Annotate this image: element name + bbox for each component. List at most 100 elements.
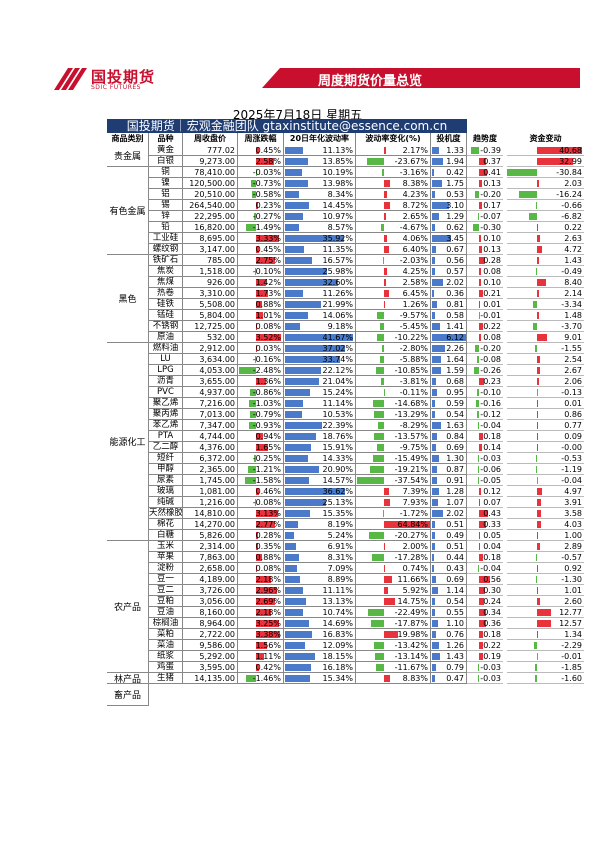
header-category: 商品类别: [107, 133, 149, 145]
vol-change-value: 0.74%: [402, 564, 428, 573]
vol-change-cell: -3.16%: [356, 167, 431, 178]
volatility-bar: [285, 411, 303, 418]
table-row: 黄金 777.02 0.45% 11.13% 2.17% 1.33: [149, 145, 467, 156]
fund-flow-cell: 3.58: [507, 508, 584, 519]
trend-cell: 0.08: [467, 332, 503, 343]
vol-change-bar: [384, 631, 399, 638]
speculation-cell: 0.69: [431, 442, 467, 453]
header-trend: 趋势度: [473, 134, 497, 143]
trend-cell: 0.13: [467, 178, 503, 189]
volatility-value: 10.74%: [322, 608, 353, 617]
volatility-value: 8.31%: [327, 553, 353, 562]
volatility-value: 7.09%: [327, 564, 353, 573]
weekly-change-cell: 0.45%: [238, 145, 284, 156]
variety-name: 燃料油: [149, 343, 183, 354]
trend-bar: [477, 213, 479, 220]
speculation-cell: 0.43: [431, 563, 467, 574]
trend-value: 0.33: [483, 520, 501, 529]
volatility-value: 11.35%: [322, 245, 353, 254]
vol-change-cell: 19.98%: [356, 629, 431, 640]
weekly-change-cell: 0.46%: [238, 486, 284, 497]
close-price: 9,273.00: [183, 156, 238, 167]
variety-name: 豆一: [149, 574, 183, 585]
vol-change-cell: -5.45%: [356, 321, 431, 332]
vol-change-cell: -9.57%: [356, 310, 431, 321]
vol-change-bar: [378, 422, 384, 429]
trend-cell: -0.12: [467, 409, 503, 420]
trend-value: 0.41: [483, 168, 501, 177]
trend-value: -0.04: [480, 564, 501, 573]
header-variety: 品种: [149, 133, 183, 145]
speculation-value: 1.64: [446, 355, 464, 364]
volatility-bar: [285, 268, 328, 275]
fund-flow-cell: -1.55: [507, 343, 584, 354]
volatility-bar: [285, 169, 302, 176]
variety-name: 铁矿石: [149, 255, 183, 266]
fund-flow-cell: -1.60: [507, 673, 584, 684]
weekly-change-cell: 0.03%: [238, 343, 284, 354]
fund-flow-cell: 2.54: [507, 354, 584, 365]
speculation-value: 2.26: [446, 344, 464, 353]
weekly-change-value: -2.48%: [252, 366, 281, 375]
trend-cell: -0.16: [467, 398, 503, 409]
table-row: 焦炭 1,518.00 -0.10% 25.98% 4.25% 0.57: [149, 266, 467, 277]
vol-change-value: -10.85%: [394, 366, 428, 375]
fund-flow-bar: [535, 576, 537, 583]
weekly-change-value: 2.96%: [255, 586, 281, 595]
close-price: 8,964.00: [183, 618, 238, 629]
weekly-change-cell: -1.49%: [238, 222, 284, 233]
variety-name: 棉花: [149, 519, 183, 530]
volatility-value: 8.57%: [327, 223, 353, 232]
fund-flow-value: 2.03: [564, 179, 582, 188]
volatility-value: 6.91%: [327, 542, 353, 551]
trend-cell: 0.34: [467, 607, 503, 618]
weekly-change-bar: [256, 345, 257, 352]
variety-name: 聚乙烯: [149, 398, 183, 409]
vol-change-value: -17.87%: [394, 619, 428, 628]
table-row: 豆粕 3,056.00 2.69% 13.13% 14.75% 0.54: [149, 596, 467, 607]
fund-flow-cell: -0.00: [507, 442, 584, 453]
weekly-change-value: -0.27%: [252, 212, 281, 221]
weekly-change-cell: 1.11%: [238, 651, 284, 662]
trend-cell: 0.13: [467, 244, 503, 255]
table-row: 纸浆 5,292.00 1.11% 18.15% -13.14% 1.43: [149, 651, 467, 662]
volatility-bar: [285, 400, 304, 407]
table-row: 纯碱 1,216.00 -0.08% 25.13% 7.93% 1.07: [149, 497, 467, 508]
volatility-cell: 9.18%: [284, 321, 356, 332]
trend-cell: 0.23: [467, 376, 503, 387]
volatility-value: 18.15%: [322, 652, 353, 661]
volatility-value: 18.76%: [322, 432, 353, 441]
volatility-cell: 11.14%: [284, 398, 356, 409]
vol-change-cell: -13.57%: [356, 431, 431, 442]
trend-bar: [479, 290, 484, 297]
trend-value: 0.24: [483, 597, 501, 606]
vol-change-value: 2.00%: [402, 542, 428, 551]
fund-flow-cell: -1.85: [507, 662, 584, 673]
volatility-bar: [285, 587, 304, 594]
weekly-change-value: 1.56%: [255, 641, 281, 650]
weekly-change-value: 2.77%: [255, 520, 281, 529]
table-row: 铁矿石 785.00 2.75% 16.57% -2.03% 0.56: [149, 255, 467, 266]
speculation-cell: 1.26: [431, 640, 467, 651]
close-price: 785.00: [183, 255, 238, 266]
trend-value: -0.04: [480, 421, 501, 430]
speculation-cell: 1.07: [431, 497, 467, 508]
volatility-value: 11.13%: [322, 146, 353, 155]
volatility-bar: [285, 246, 304, 253]
trend-cell: 0.17: [467, 200, 503, 211]
weekly-change-value: -1.58%: [252, 476, 281, 485]
trend-value: -0.10: [480, 388, 501, 397]
trend-cell: 0.21: [467, 288, 503, 299]
fund-flow-value: 40.68: [559, 146, 582, 155]
table-row: LPG 4,053.00 -2.48% 22.12% -10.85% 1.59: [149, 365, 467, 376]
variety-name: LU: [149, 354, 183, 365]
weekly-change-bar: [256, 521, 276, 528]
speculation-cell: 0.56: [431, 255, 467, 266]
fund-flow-bar: [536, 653, 538, 660]
vol-change-value: 1.26%: [402, 300, 428, 309]
volatility-bar: [285, 334, 353, 341]
fund-flow-cell: -2.29: [507, 640, 584, 651]
fund-flow-cell: 0.77: [507, 420, 584, 431]
vol-change-bar: [380, 224, 384, 231]
table-row: LU 3,634.00 -0.16% 33.74% -5.88% 1.64: [149, 354, 467, 365]
